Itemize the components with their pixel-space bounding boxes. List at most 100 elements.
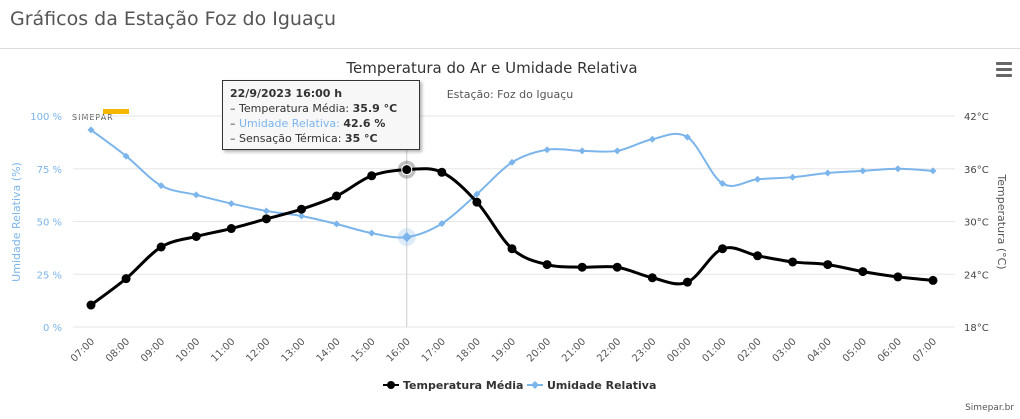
data-point (824, 169, 832, 177)
data-point (226, 224, 236, 234)
data-point (719, 180, 726, 188)
data-point (612, 262, 622, 272)
data-point (401, 232, 412, 243)
x-tick: 23:00 (630, 336, 658, 364)
x-tick: 15:00 (350, 336, 378, 364)
x-tick: 10:00 (174, 336, 202, 364)
y-right-tick: 24°C (964, 270, 989, 281)
x-tick: 14:00 (315, 336, 343, 364)
data-point (507, 244, 517, 254)
x-tick: 22:00 (595, 336, 623, 364)
tooltip: 22/9/2023 16:00 h – Temperatura Média: 3… (222, 80, 420, 150)
legend-marker (387, 381, 395, 389)
tooltip-hum-value: 42.6 % (343, 117, 386, 130)
x-tick: 00:00 (665, 336, 693, 364)
y-right-tick: 18°C (964, 323, 989, 334)
data-point (157, 182, 165, 190)
data-point (401, 164, 413, 176)
data-point (86, 300, 96, 310)
legend-item-humidity[interactable]: Umidade Relativa (547, 379, 656, 392)
data-point (753, 251, 763, 261)
x-tick: 16:00 (385, 336, 413, 364)
data-point (367, 171, 377, 181)
data-point (683, 133, 691, 141)
data-point (87, 126, 95, 134)
data-point (648, 135, 656, 143)
header-divider (0, 48, 1020, 49)
data-point (859, 167, 867, 175)
data-point (788, 257, 798, 267)
x-tick: 03:00 (771, 336, 799, 364)
x-tick: 11:00 (209, 336, 237, 364)
x-tick: 20:00 (525, 336, 553, 364)
series-line-temperature (90, 167, 934, 307)
x-tick: 09:00 (139, 336, 167, 364)
y-left-tick: 100 % (30, 112, 62, 123)
tooltip-temp-label: Temperatura Média: (239, 102, 350, 115)
credit-link[interactable]: Simepar.br (965, 403, 1014, 413)
x-tick: 12:00 (244, 336, 272, 364)
data-point (298, 212, 305, 220)
data-point (718, 244, 727, 254)
data-point (332, 191, 342, 201)
data-point (647, 273, 657, 283)
data-point (682, 277, 692, 287)
data-point (613, 147, 621, 155)
page-title: Gráficos da Estação Foz do Iguaçu (10, 8, 337, 30)
y-right-tick: 30°C (964, 218, 989, 229)
data-point (368, 229, 376, 237)
tooltip-sens-label: Sensação Térmica: (239, 132, 342, 145)
tooltip-date: 22/9/2023 16:00 h (230, 87, 343, 100)
y-left-tick: 0 % (43, 323, 62, 334)
data-point (893, 272, 903, 282)
data-point (894, 165, 902, 173)
data-point (191, 231, 201, 241)
x-tick: 13:00 (279, 336, 307, 364)
y-left-tick: 25 % (37, 270, 62, 281)
y-left-label: Umidade Relativa (%) (10, 162, 23, 282)
legend-item-temperature[interactable]: Temperatura Média (403, 379, 523, 392)
y-left-tick: 50 % (37, 218, 62, 229)
y-right-tick: 42°C (964, 112, 989, 123)
x-tick: 19:00 (490, 336, 518, 364)
data-point (543, 146, 551, 154)
data-point (929, 167, 937, 175)
hamburger-icon[interactable] (996, 62, 1012, 80)
x-tick: 05:00 (841, 336, 869, 364)
x-tick: 06:00 (876, 336, 904, 364)
data-point (192, 191, 200, 199)
x-tick: 01:00 (700, 336, 728, 364)
data-point (473, 190, 481, 198)
x-tick: 21:00 (560, 336, 588, 364)
data-point (577, 262, 587, 272)
data-point (227, 200, 235, 208)
data-point (437, 167, 447, 177)
chart-subtitle: Estação: Foz do Iguaçu (447, 88, 574, 101)
data-point (297, 204, 306, 214)
x-tick: 02:00 (736, 336, 764, 364)
legend-marker (531, 381, 539, 389)
y-right-tick: 36°C (964, 165, 989, 176)
data-point (261, 214, 271, 224)
data-point (858, 267, 868, 277)
data-point (122, 152, 130, 160)
data-point (754, 175, 762, 183)
data-point (472, 197, 482, 207)
tooltip-temp-value: 35.9 °C (352, 102, 398, 115)
data-point (121, 274, 131, 284)
svg-text:SIMEPAR: SIMEPAR (72, 113, 114, 122)
tooltip-sens-value: 35 °C (344, 132, 378, 145)
data-point (156, 242, 166, 252)
data-point (789, 173, 797, 181)
data-point (928, 275, 938, 285)
x-tick: 18:00 (455, 336, 483, 364)
chart-title: Temperatura do Ar e Umidade Relativa (345, 59, 637, 77)
data-point (333, 220, 341, 228)
x-tick: 07:00 (911, 336, 939, 364)
data-point (542, 260, 552, 270)
data-point (823, 260, 833, 270)
data-point (508, 158, 516, 166)
data-point (578, 147, 586, 155)
data-point (438, 220, 446, 228)
